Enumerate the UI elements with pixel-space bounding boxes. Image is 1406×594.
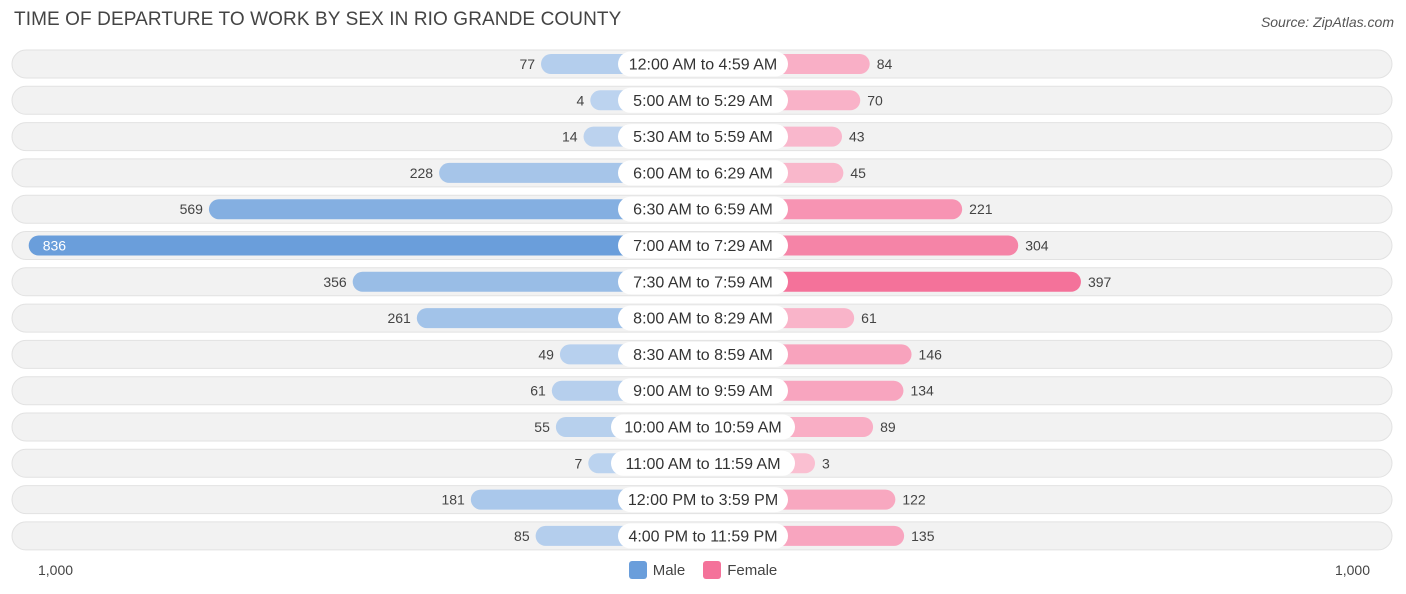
- male-value-label: 569: [180, 201, 204, 217]
- category-label: 6:30 AM to 6:59 AM: [633, 202, 773, 219]
- category-label: 11:00 AM to 11:59 AM: [625, 456, 780, 473]
- legend-label-female: Female: [727, 561, 778, 579]
- male-bar: [208, 199, 704, 220]
- chart-title: TIME OF DEPARTURE TO WORK BY SEX IN RIO …: [14, 9, 622, 30]
- category-pill: [618, 87, 788, 113]
- female-value-label: 304: [1025, 238, 1049, 254]
- category-label: 7:30 AM to 7:59 AM: [633, 274, 773, 291]
- male-bar: [352, 271, 703, 292]
- female-value-label: 397: [1088, 274, 1112, 290]
- male-value-label: 356: [323, 274, 347, 290]
- female-value-label: 43: [849, 129, 865, 145]
- category-pill: [618, 269, 788, 295]
- category-pill: [618, 233, 788, 258]
- female-value-label: 134: [910, 383, 934, 399]
- category-label: 8:00 AM to 8:29 AM: [633, 311, 773, 328]
- axis-right-label: 1,000: [1334, 562, 1370, 578]
- female-value-label: 89: [880, 419, 896, 435]
- female-bar: [703, 271, 1081, 292]
- category-pill: [618, 196, 788, 222]
- female-value-label: 221: [969, 201, 993, 217]
- category-label: 8:30 AM to 8:59 AM: [633, 347, 773, 364]
- legend-swatch-male: [628, 561, 647, 579]
- category-pill: [611, 414, 795, 440]
- chart-canvas: 12:00 AM to 4:59 AM 77 84 5:00 AM to 5:29 A…: [11, 49, 1393, 551]
- male-value-label: 181: [441, 492, 465, 508]
- category-label: 6:00 AM to 6:29 AM: [633, 165, 773, 182]
- category-pill: [611, 450, 795, 476]
- female-value-label: 84: [877, 56, 893, 72]
- category-pill: [618, 487, 788, 513]
- category-pill: [618, 160, 788, 186]
- category-pill: [618, 305, 788, 331]
- category-pill: [618, 341, 788, 367]
- category-pill: [618, 378, 788, 404]
- male-value-label: 49: [538, 346, 554, 362]
- female-value-label: 70: [867, 92, 883, 108]
- category-label: 5:00 AM to 5:29 AM: [633, 93, 773, 110]
- male-bar: [28, 235, 703, 256]
- category-pill: [618, 124, 788, 150]
- category-label: 10:00 AM to 10:59 AM: [624, 420, 781, 437]
- female-value-label: 122: [902, 492, 926, 508]
- female-value-label: 45: [850, 165, 866, 181]
- male-value-label: 261: [387, 310, 411, 326]
- legend: Male Female: [0, 561, 1406, 579]
- category-label: 4:00 PM to 11:59 PM: [628, 528, 777, 545]
- male-value-label: 61: [530, 383, 546, 399]
- category-label: 9:00 AM to 9:59 AM: [633, 383, 773, 400]
- legend-item-male: Male: [628, 561, 686, 579]
- category-pill: [618, 523, 788, 549]
- female-value-label: 3: [822, 455, 830, 471]
- category-label: 12:00 PM to 3:59 PM: [628, 492, 778, 509]
- category-label: 12:00 AM to 4:59 AM: [629, 57, 778, 74]
- male-value-label: 836: [43, 238, 67, 254]
- category-label: 5:30 AM to 5:59 AM: [633, 129, 773, 146]
- female-value-label: 61: [861, 310, 877, 326]
- male-value-label: 55: [534, 419, 550, 435]
- legend-swatch-female: [703, 561, 722, 579]
- legend-label-male: Male: [652, 561, 686, 579]
- category-pill: [618, 51, 788, 77]
- male-value-label: 14: [562, 129, 578, 145]
- male-value-label: 77: [519, 56, 535, 72]
- male-value-label: 4: [577, 92, 585, 108]
- axis-left-label: 1,000: [38, 562, 74, 578]
- source-credit: Source: ZipAtlas.com: [1260, 14, 1394, 30]
- male-value-label: 228: [410, 165, 434, 181]
- category-label: 7:00 AM to 7:29 AM: [633, 238, 773, 255]
- female-value-label: 135: [911, 528, 935, 544]
- legend-item-female: Female: [703, 561, 777, 579]
- male-value-label: 7: [574, 455, 582, 471]
- male-value-label: 85: [514, 528, 530, 544]
- female-value-label: 146: [919, 346, 943, 362]
